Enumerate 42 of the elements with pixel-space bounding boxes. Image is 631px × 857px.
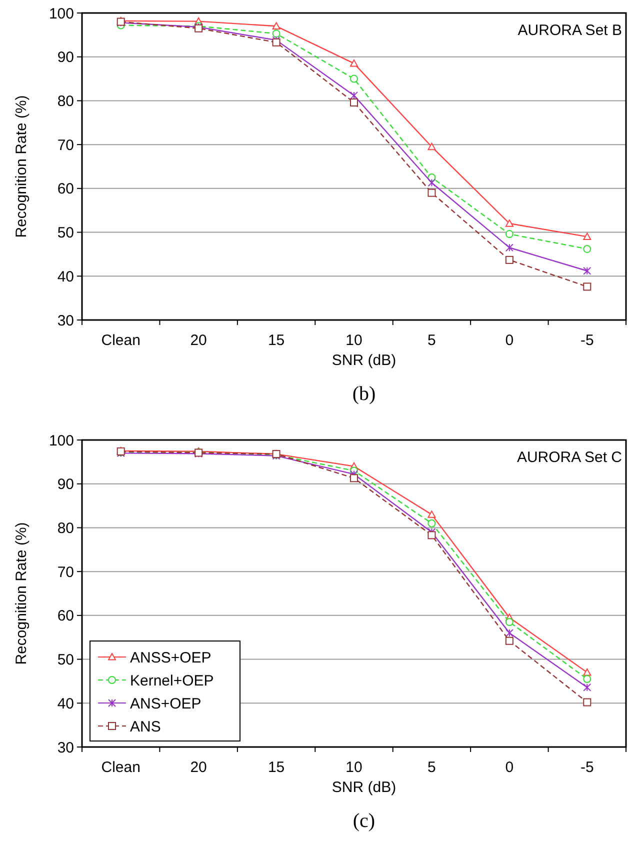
x-tick-label: 5 [428, 332, 436, 349]
x-tick-label: Clean [101, 759, 140, 776]
text: (c) [352, 810, 376, 832]
legend-label: Kernel+OEP [130, 672, 214, 690]
legend-label: ANS [130, 718, 161, 736]
legend-label: ANS+OEP [130, 695, 202, 712]
legend-label: ANSS+OEP [130, 649, 212, 666]
text: AURORA Set C [516, 449, 622, 466]
y-tick-label: 90 [57, 476, 74, 494]
y-tick-label: 40 [57, 695, 74, 712]
x-tick-label: 0 [505, 759, 514, 776]
x-tick-label: 10 [346, 759, 362, 776]
y-tick-label: 50 [57, 224, 74, 242]
y-tick-label: 30 [57, 312, 74, 330]
x-tick-label: Clean [101, 332, 140, 349]
x-tick-label: 5 [428, 759, 436, 776]
x-tick-label: 15 [268, 332, 285, 349]
y-tick-label: 90 [57, 49, 74, 66]
y-tick-label: 60 [57, 180, 74, 198]
text: (b) [352, 383, 376, 405]
x-tick-label: -5 [580, 332, 594, 349]
x-tick-label: -5 [580, 759, 594, 776]
y-tick-label: 30 [57, 739, 74, 756]
x-tick-label: 20 [190, 332, 207, 349]
y-axis-title: Recognition Rate (%) [13, 522, 30, 665]
y-tick-label: 40 [57, 268, 74, 286]
y-tick-label: 80 [57, 92, 74, 110]
y-tick-label: 100 [48, 432, 74, 450]
y-axis-title: Recognition Rate (%) [13, 95, 30, 238]
y-tick-label: 50 [57, 652, 74, 669]
text: AURORA Set B [518, 22, 622, 39]
x-axis-title: SNR (dB) [332, 779, 396, 796]
y-tick-label: 80 [57, 520, 74, 537]
x-tick-label: 0 [505, 332, 514, 349]
y-tick-label: 70 [57, 136, 74, 154]
x-axis-title: SNR (dB) [332, 352, 396, 369]
y-tick-label: 70 [57, 564, 74, 581]
x-tick-label: 10 [346, 332, 362, 349]
x-tick-label: 15 [268, 759, 285, 776]
x-tick-label: 20 [190, 759, 207, 776]
y-tick-label: 100 [48, 5, 74, 22]
y-tick-label: 60 [57, 608, 74, 625]
